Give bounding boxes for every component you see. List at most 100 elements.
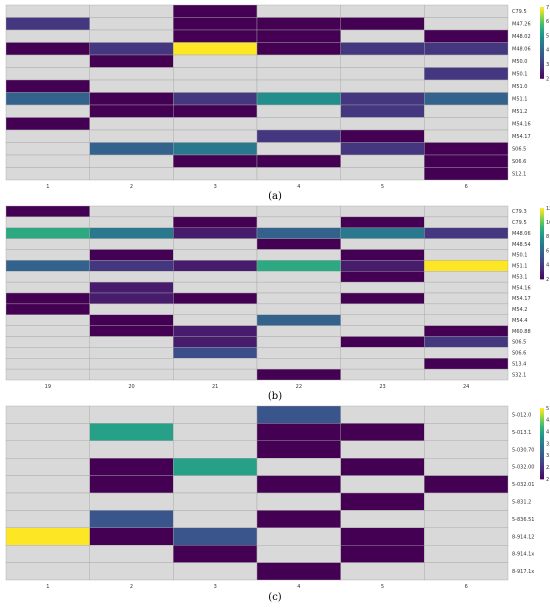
colorbar-segment: [540, 52, 544, 55]
colorbar-tick-label: 2: [546, 477, 549, 483]
heatmap-cell: [173, 167, 258, 181]
colorbar-segment: [540, 424, 544, 428]
heatmap-cell: [173, 79, 258, 93]
colorbar-segment: [540, 226, 544, 230]
heatmap-cell: [89, 475, 174, 494]
colorbar-segment: [540, 234, 544, 237]
colorbar-segment: [540, 238, 544, 242]
heatmap-cell: [256, 271, 341, 283]
x-tick-label: 2: [130, 184, 133, 190]
heatmap-cell: [173, 92, 258, 106]
heatmap-cell: [5, 92, 90, 106]
heatmap-cell: [173, 458, 258, 476]
panel-caption: (b): [268, 391, 282, 402]
y-tick-label: M54.16: [512, 285, 531, 291]
heatmap-cell: [5, 42, 90, 56]
colorbar-segment: [540, 64, 544, 67]
y-tick-label: 5-032.01: [512, 482, 534, 488]
heatmap-cell: [340, 423, 425, 441]
heatmap-cell: [424, 527, 509, 546]
y-tick-label: M54.17: [512, 296, 531, 302]
heatmap-cell: [89, 423, 174, 441]
heatmap-cell: [5, 458, 90, 476]
heatmap-cell: [256, 129, 341, 143]
heatmap-cell: [424, 4, 509, 18]
heatmap-cell: [340, 167, 425, 181]
heatmap-cell: [5, 368, 90, 381]
heatmap-cell: [340, 117, 425, 131]
heatmap-cell: [340, 42, 425, 56]
heatmap-cell: [173, 358, 258, 370]
heatmap-cell: [256, 42, 341, 56]
heatmap-cell: [340, 142, 425, 156]
heatmap-cell: [340, 104, 425, 118]
x-tick-label: 5: [381, 584, 384, 590]
heatmap-cell: [173, 205, 258, 218]
heatmap-cell: [256, 314, 341, 326]
heatmap-cell: [256, 492, 341, 511]
y-tick-label: M48.06: [512, 231, 531, 237]
heatmap-cell: [5, 303, 90, 315]
colorbar-segment: [540, 76, 544, 79]
colorbar-tick-label: 4: [546, 48, 549, 54]
y-tick-label: M60.88: [512, 329, 531, 335]
y-tick-label: M51.1: [512, 97, 527, 103]
heatmap-cell: [256, 260, 341, 272]
colorbar-segment: [540, 40, 544, 44]
y-tick-label: S06.6: [512, 351, 526, 357]
colorbar-segment: [540, 30, 544, 34]
y-tick-label: 5-012.0: [512, 413, 531, 419]
heatmap-cell: [89, 347, 174, 359]
heatmap-cell: [89, 216, 174, 228]
colorbar-segment: [540, 243, 544, 247]
heatmap-cell: [89, 260, 174, 272]
heatmap-cell: [173, 292, 258, 305]
heatmap-cell: [424, 238, 509, 250]
heatmap-cell: [424, 458, 509, 476]
colorbar: 7 6 5 4 3 2: [540, 5, 549, 82]
heatmap-cell: [5, 238, 90, 250]
heatmap-cell: [89, 29, 174, 43]
heatmap-cell: [5, 405, 90, 424]
heatmap-cell: [89, 358, 174, 370]
heatmap-cell: [173, 303, 258, 315]
heatmap-cell: [5, 423, 90, 441]
heatmap-cell: [5, 260, 90, 272]
colorbar-segment: [540, 236, 544, 240]
heatmap-cell: [89, 117, 174, 131]
y-tick-label: S13.4: [512, 361, 526, 367]
y-tick-label: S32.1: [512, 372, 526, 378]
heatmap-cell: [256, 545, 341, 563]
heatmap-cell: [5, 440, 90, 459]
heatmap-cell: [256, 510, 341, 528]
colorbar-segment: [540, 21, 544, 24]
heatmap-cell: [340, 368, 425, 381]
heatmap-cell: [340, 303, 425, 315]
heatmap-cell: [256, 227, 341, 239]
y-tick-label: M54.17: [512, 134, 531, 140]
colorbar-segment: [540, 462, 544, 466]
heatmap-cell: [173, 562, 258, 581]
heatmap-cell: [5, 67, 90, 81]
heatmap-cell: [173, 336, 258, 348]
heatmap-cell: [424, 142, 509, 156]
heatmap-cell: [424, 249, 509, 261]
heatmap-cell: [5, 227, 90, 239]
colorbar-tick-label: 5: [546, 33, 549, 39]
heatmap-cell: [340, 405, 425, 424]
heatmap-cell: [256, 92, 341, 106]
heatmap-cell: [5, 79, 90, 93]
heatmap-cell: [340, 67, 425, 81]
heatmap-cell: [89, 510, 174, 528]
heatmap-cell: [340, 17, 425, 31]
heatmap-cell: [173, 405, 258, 424]
heatmap-cell: [340, 336, 425, 348]
heatmap-cell: [256, 527, 341, 546]
heatmap-cell: [256, 142, 341, 156]
y-tick-label: S12.1: [512, 172, 526, 178]
heatmap-cell: [424, 67, 509, 81]
heatmap-cell: [5, 154, 90, 168]
heatmap-cell: [5, 292, 90, 305]
heatmap-cell: [5, 325, 90, 337]
heatmap-cell: [89, 238, 174, 250]
